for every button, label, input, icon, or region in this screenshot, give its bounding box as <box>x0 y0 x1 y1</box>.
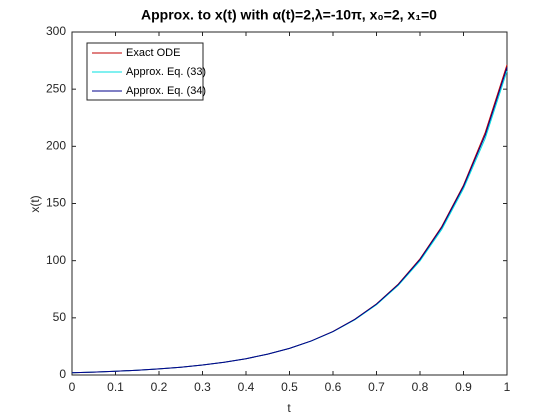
x-tick-label: 0.2 <box>151 380 168 394</box>
x-tick-label: 0.3 <box>194 380 211 394</box>
x-tick-label: 0.4 <box>238 380 255 394</box>
y-axis-label: x(t) <box>28 195 42 212</box>
legend-text: Exact ODE <box>126 47 180 59</box>
x-axis-label: t <box>287 401 291 415</box>
y-tick-label: 0 <box>59 367 66 381</box>
y-tick-label: 150 <box>46 196 66 210</box>
x-tick-label: 0.5 <box>281 380 298 394</box>
y-tick-label: 200 <box>46 139 66 153</box>
y-tick-label: 50 <box>53 310 67 324</box>
y-tick-label: 250 <box>46 81 66 95</box>
x-tick-label: 0.1 <box>107 380 124 394</box>
chart-title: Approx. to x(t) with α(t)=2,λ=-10π, x₀=2… <box>141 7 437 23</box>
legend-text: Approx. Eq. (34) <box>126 85 206 97</box>
y-tick-label: 100 <box>46 253 66 267</box>
x-tick-label: 0.8 <box>412 380 429 394</box>
x-tick-label: 0 <box>69 380 76 394</box>
y-tick-label: 300 <box>46 24 66 38</box>
x-tick-label: 1 <box>504 380 511 394</box>
x-tick-label: 0.6 <box>325 380 342 394</box>
x-tick-label: 0.7 <box>368 380 385 394</box>
line-series <box>71 67 508 374</box>
legend-text: Approx. Eq. (33) <box>126 66 206 78</box>
x-tick-label: 0.9 <box>455 380 472 394</box>
